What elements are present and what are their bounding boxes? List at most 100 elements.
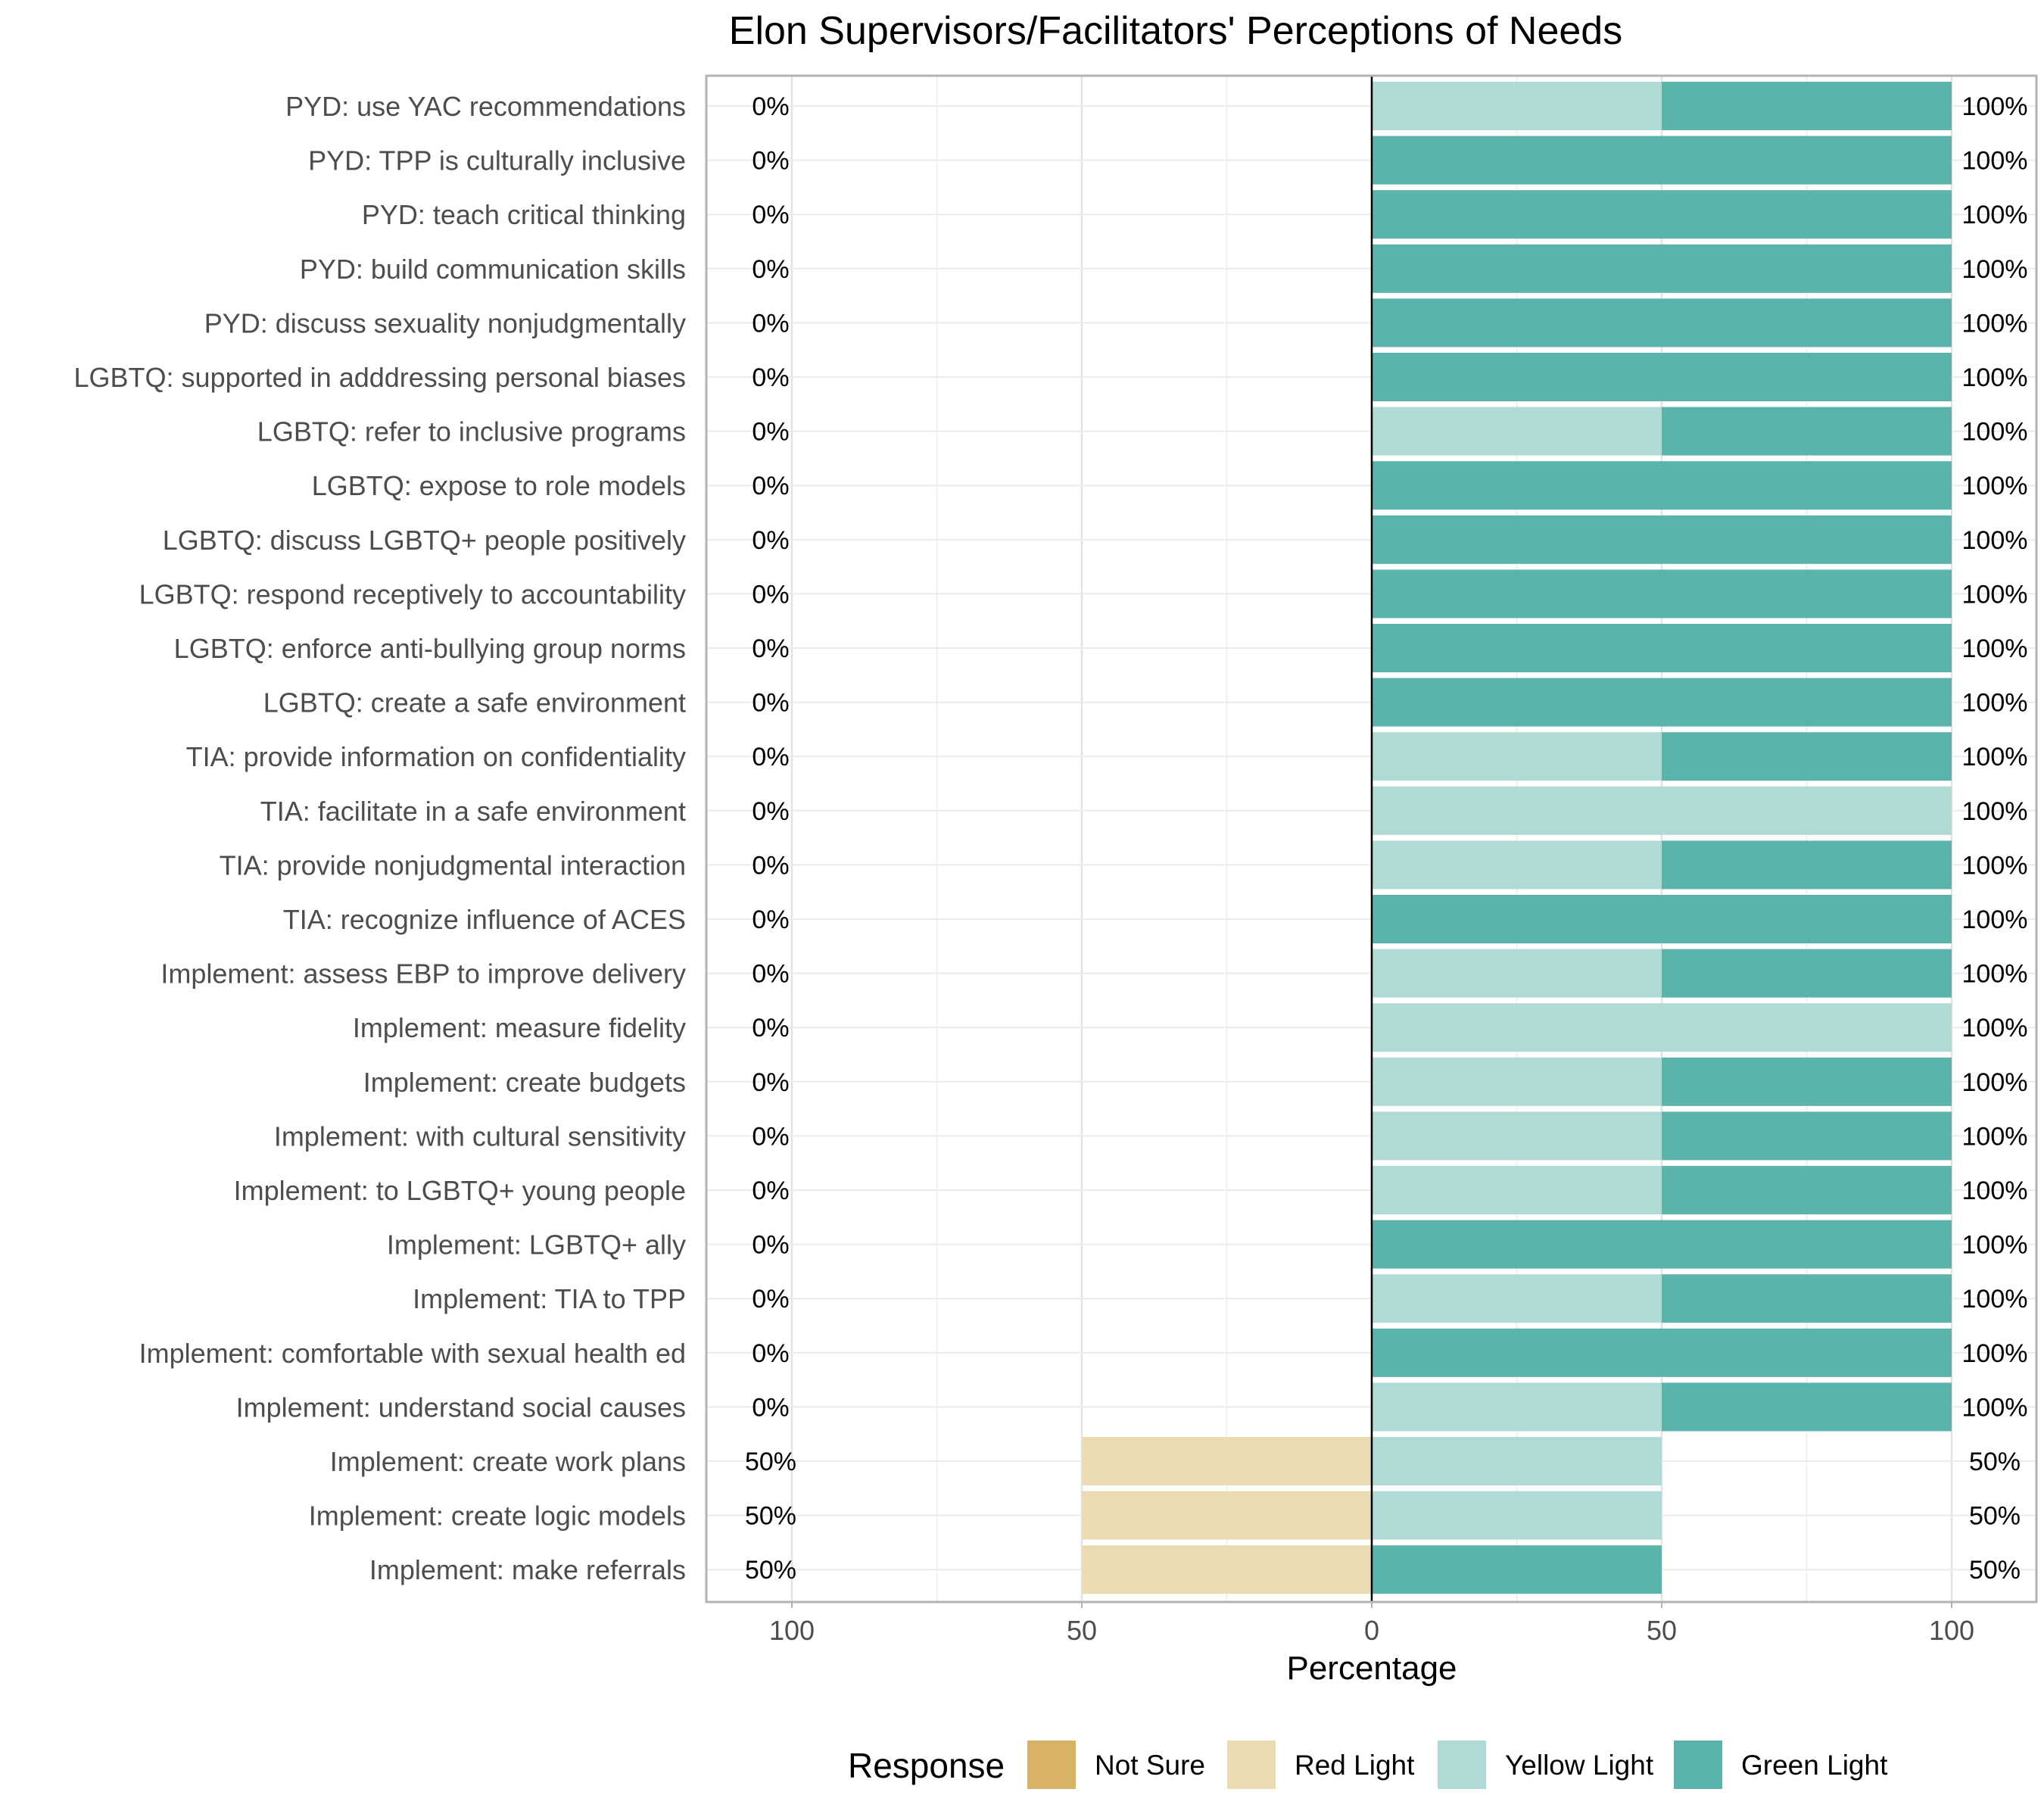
y-axis-category-label: TIA: provide nonjudgmental interaction [220, 849, 686, 880]
right-percentage-label: 100% [1962, 634, 2028, 663]
bar-green-light-pyd-build-communication-skills [1372, 244, 1952, 293]
y-axis-category-label: Implement: LGBTQ+ ally [387, 1230, 686, 1261]
right-percentage-label: 50% [1969, 1556, 2021, 1585]
left-percentage-label: 0% [752, 418, 789, 447]
left-percentage-label: 0% [752, 1231, 789, 1260]
bar-green-light-lgbtq-enforce-anti-bullying-group-norms [1372, 624, 1952, 672]
y-axis-category-label: Implement: create budgets [363, 1067, 686, 1098]
bar-red-light-implement-make-referrals [1082, 1545, 1372, 1594]
bar-red-light-implement-create-work-plans [1082, 1437, 1372, 1485]
left-percentage-label: 0% [752, 255, 789, 284]
legend-key-yellow-light [1436, 1739, 1488, 1791]
right-percentage-label: 100% [1962, 580, 2028, 609]
bar-yellow-light-implement-to-lgbtq-young-people [1372, 1166, 1662, 1214]
x-tick-label: 50 [1067, 1615, 1097, 1646]
right-percentage-label: 50% [1969, 1502, 2021, 1531]
bar-green-light-tia-provide-information-on-confidentiality [1662, 732, 1952, 781]
left-percentage-label: 0% [752, 1068, 789, 1097]
y-axis-category-label: PYD: build communication skills [300, 254, 686, 285]
bar-green-light-implement-tia-to-tpp [1662, 1274, 1952, 1323]
y-axis-category-label: Implement: create work plans [330, 1446, 686, 1477]
bar-green-light-pyd-discuss-sexuality-nonjudgmentally [1372, 298, 1952, 348]
bar-green-light-pyd-teach-critical-thinking [1372, 190, 1952, 239]
bar-layer [1082, 82, 1952, 1594]
right-percentage-label: 100% [1962, 526, 2028, 555]
legend-label-red-light: Red Light [1295, 1750, 1415, 1781]
left-percentage-label: 0% [752, 147, 789, 176]
y-axis-category-label: Implement: TIA to TPP [413, 1283, 686, 1314]
right-percentage-label: 100% [1962, 1068, 2028, 1097]
legend-label-green-light: Green Light [1741, 1750, 1888, 1781]
x-tick-label: 100 [1929, 1615, 1974, 1646]
left-percentage-label: 0% [752, 960, 789, 989]
y-axis-category-label: PYD: discuss sexuality nonjudgmentally [204, 307, 686, 338]
right-percentage-label: 100% [1962, 743, 2028, 771]
y-axis-category-label: TIA: recognize influence of ACES [283, 904, 686, 935]
bar-yellow-light-implement-understand-social-causes [1372, 1382, 1662, 1432]
y-axis-category-label: Implement: comfortable with sexual healt… [139, 1338, 686, 1369]
right-percentage-label: 100% [1962, 1014, 2028, 1043]
bar-yellow-light-tia-provide-information-on-confidentiality [1372, 732, 1662, 781]
y-axis-category-label: Implement: measure fidelity [353, 1012, 686, 1043]
y-axis-category-label: Implement: to LGBTQ+ young people [234, 1175, 686, 1206]
right-percentage-label: 100% [1962, 1339, 2028, 1368]
y-axis-category-label: Implement: create logic models [309, 1501, 686, 1532]
left-percentage-label: 0% [752, 526, 789, 555]
bar-yellow-light-implement-measure-fidelity [1372, 1003, 1952, 1052]
left-percentage-label: 0% [752, 797, 789, 826]
chart-title: Elon Supervisors/Facilitators' Perceptio… [729, 9, 1622, 53]
right-percentage-label: 100% [1962, 309, 2028, 338]
bar-red-light-implement-create-logic-models [1082, 1491, 1372, 1540]
left-percentage-label: 0% [752, 309, 789, 338]
bar-green-light-lgbtq-supported-in-adddressing-personal-biases [1372, 353, 1952, 401]
x-axis-ticks: 100 50 0 50 100 [769, 1602, 1974, 1646]
bar-yellow-light-tia-provide-nonjudgmental-interaction [1372, 840, 1662, 890]
right-percentage-label: 100% [1962, 960, 2028, 989]
left-percentage-label: 0% [752, 743, 789, 771]
bar-green-light-implement-assess-ebp-to-improve-delivery [1662, 949, 1952, 998]
y-axis-labels: PYD: use YAC recommendations PYD: TPP is … [74, 91, 686, 1585]
y-axis-category-label: TIA: provide information on confidential… [186, 741, 686, 772]
bar-yellow-light-pyd-use-yac-recommendations [1372, 82, 1662, 130]
y-axis-category-label: PYD: teach critical thinking [362, 199, 686, 230]
bar-green-light-lgbtq-create-a-safe-environment [1372, 678, 1952, 727]
bar-green-light-implement-comfortable-with-sexual-health-ed [1372, 1328, 1952, 1377]
left-percentage-label: 0% [752, 1285, 789, 1314]
left-percentage-label: 0% [752, 1339, 789, 1368]
left-percentage-label: 50% [745, 1502, 796, 1531]
bar-yellow-light-implement-create-budgets [1372, 1057, 1662, 1106]
bar-green-light-implement-lgbtq-ally [1372, 1220, 1952, 1269]
y-axis-category-label: LGBTQ: refer to inclusive programs [257, 416, 686, 447]
bar-green-light-pyd-tpp-is-culturally-inclusive [1372, 136, 1952, 185]
right-percentage-label: 100% [1962, 92, 2028, 121]
right-percentage-label: 100% [1962, 797, 2028, 826]
bar-green-light-implement-create-budgets [1662, 1057, 1952, 1106]
right-percentage-label: 100% [1962, 1393, 2028, 1422]
y-axis-category-label: Implement: understand social causes [236, 1392, 686, 1423]
y-axis-category-label: Implement: make referrals [369, 1554, 686, 1585]
legend-key-red-light [1226, 1739, 1277, 1791]
y-axis-category-label: LGBTQ: create a safe environment [263, 687, 686, 718]
left-percentage-label: 0% [752, 634, 789, 663]
right-percentage-label: 100% [1962, 472, 2028, 500]
right-percentage-label: 100% [1962, 1177, 2028, 1205]
right-percentage-label: 100% [1962, 147, 2028, 176]
legend-title: Response [848, 1746, 1005, 1785]
left-percentage-label: 0% [752, 1014, 789, 1043]
bar-green-light-tia-recognize-influence-of-aces [1372, 895, 1952, 943]
x-tick-label: 50 [1647, 1615, 1677, 1646]
y-axis-category-label: LGBTQ: expose to role models [312, 470, 686, 501]
bar-yellow-light-implement-tia-to-tpp [1372, 1274, 1662, 1323]
y-axis-category-label: Implement: assess EBP to improve deliver… [160, 958, 686, 990]
bar-green-light-lgbtq-respond-receptively-to-accountability [1372, 569, 1952, 619]
legend-key-green-light [1672, 1739, 1724, 1791]
bar-green-light-implement-with-cultural-sensitivity [1662, 1111, 1952, 1161]
y-axis-category-label: PYD: use YAC recommendations [285, 91, 686, 122]
y-axis-category-label: LGBTQ: supported in adddressing personal… [74, 362, 686, 393]
left-percentage-label: 0% [752, 92, 789, 121]
y-axis-category-label: Implement: with cultural sensitivity [274, 1120, 686, 1152]
y-axis-category-label: TIA: facilitate in a safe environment [260, 796, 686, 827]
bar-green-light-lgbtq-discuss-lgbtq-people-positively [1372, 515, 1952, 564]
